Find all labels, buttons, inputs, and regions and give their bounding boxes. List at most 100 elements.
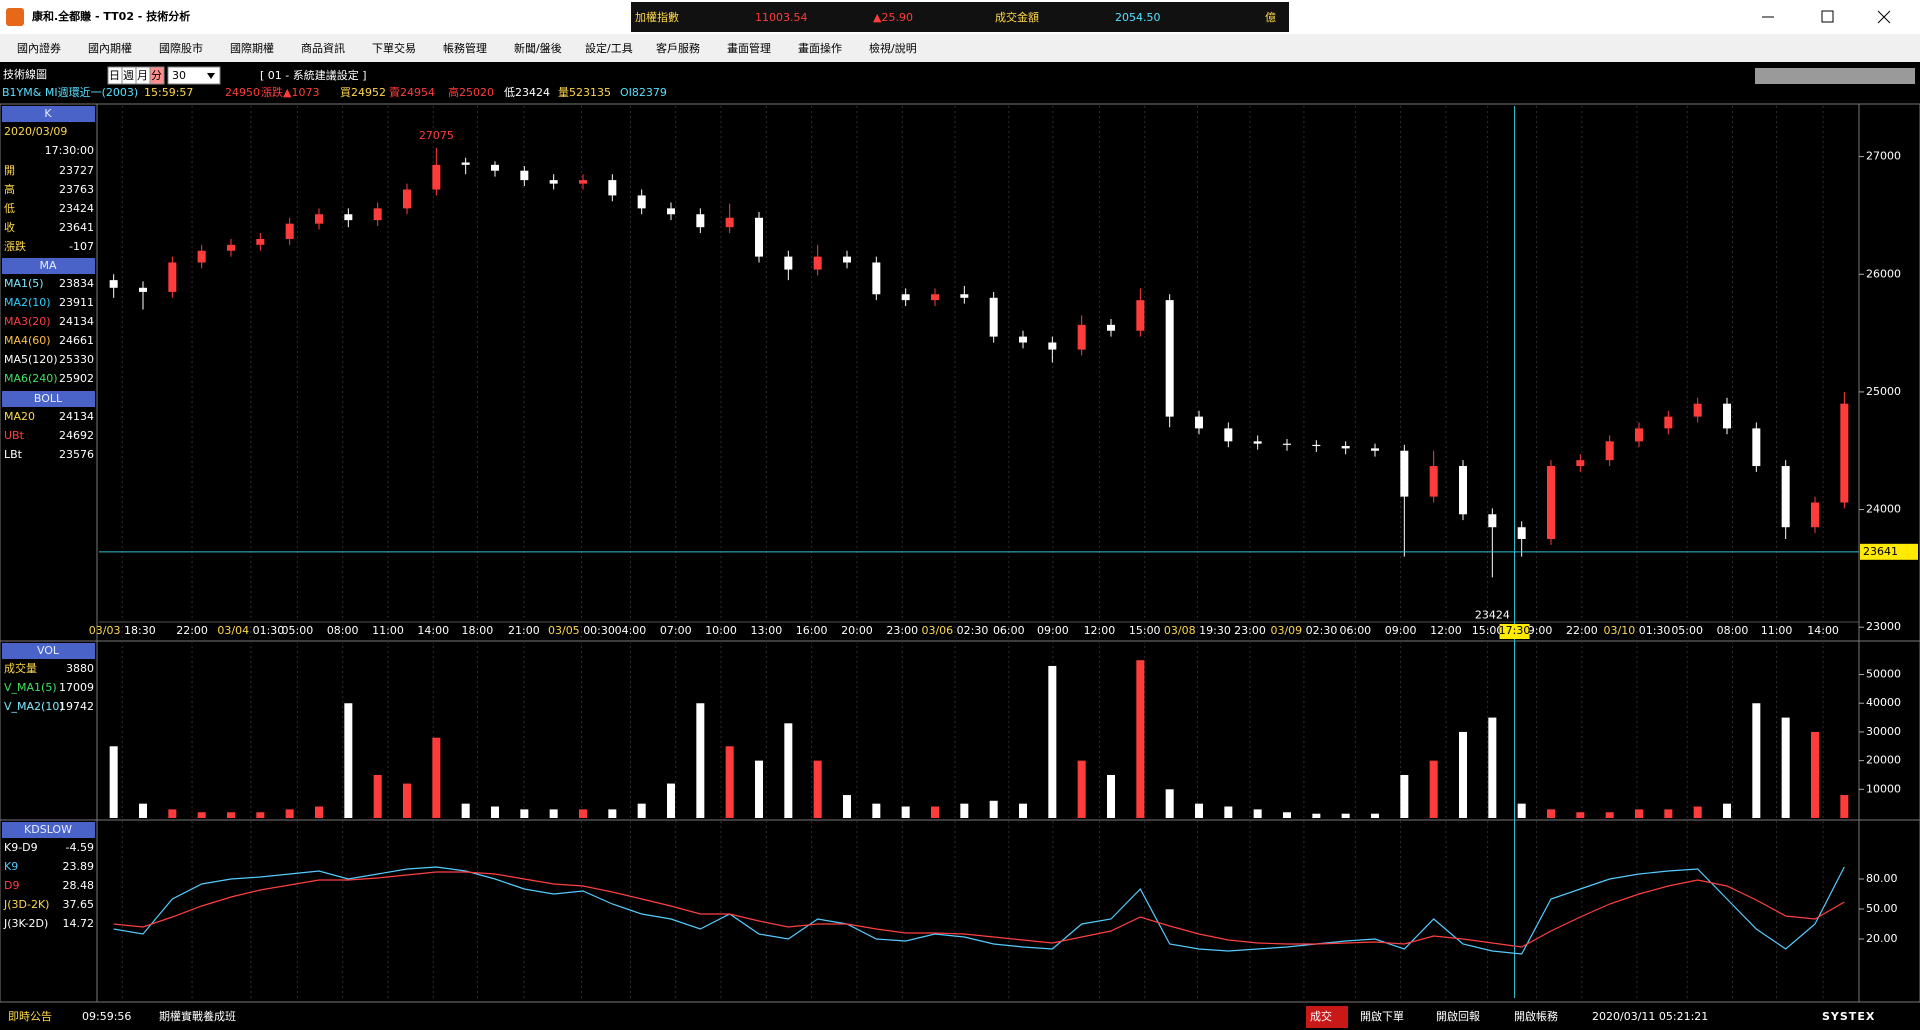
time-label: 22:00 [1566, 624, 1598, 637]
menu-item[interactable]: 國際期權 [230, 42, 274, 55]
indicator-value: 23576 [59, 448, 94, 461]
menu-item[interactable]: 國際股市 [159, 41, 203, 55]
volume-bar [256, 812, 265, 818]
time-label: 12:00 [1084, 624, 1116, 637]
candle-body [667, 208, 675, 215]
time-label-time: 00:30 [583, 624, 615, 637]
maximize-button[interactable] [1821, 10, 1834, 23]
quote-info: 低23424 [504, 86, 550, 99]
candle-body [843, 256, 851, 263]
status-bar [0, 1004, 1920, 1030]
indicator-value: 24134 [59, 315, 94, 328]
time-label: 15:00 [1129, 624, 1161, 637]
candle-body [256, 238, 265, 245]
menu-item[interactable]: 畫面管理 [727, 41, 771, 55]
time-label: 23:00 [1234, 624, 1266, 637]
menu-item[interactable]: 國內證券 [17, 41, 61, 55]
candle-body [1312, 444, 1321, 447]
menu-item[interactable]: 客戶服務 [656, 41, 700, 55]
menu-item[interactable]: 畫面操作 [798, 41, 842, 55]
time-label-date: 03/05 [548, 624, 580, 637]
panel-header-text: BOLL [34, 392, 63, 405]
menu-item[interactable]: 下單交易 [372, 41, 416, 55]
status-button[interactable]: 成交 [1310, 1009, 1332, 1023]
status-button[interactable]: 開啟帳務 [1514, 1009, 1558, 1023]
indicator-label: V_MA2(10) [4, 700, 64, 713]
candle-body [608, 180, 617, 196]
panel-header [2, 391, 95, 407]
quote-info: 高25020 [448, 85, 494, 99]
banner-text: 成交金額 [995, 10, 1039, 24]
menu-item[interactable]: 檢視/說明 [869, 41, 917, 55]
candle-body [813, 256, 822, 270]
indicator-label: MA6(240) [4, 372, 58, 385]
time-label-date: 03/03 [89, 624, 121, 637]
indicator-value: 28.48 [63, 879, 95, 892]
indicator-value: 25902 [59, 372, 94, 385]
volume-bar [139, 803, 147, 818]
candle-body [1723, 403, 1731, 429]
volume-bar [1107, 774, 1115, 818]
volume-bar [1576, 812, 1585, 818]
volume-bar [1517, 803, 1526, 818]
panel-header [2, 106, 95, 122]
quote-info: 15:59:57 [144, 86, 193, 99]
time-label-time: 02:30 [1306, 624, 1338, 637]
period-label: 週 [123, 69, 134, 82]
period-label: 日 [109, 69, 120, 82]
candle-body [168, 262, 177, 292]
indicator-label: D9 [4, 879, 19, 892]
menu-item[interactable]: 設定/工具 [585, 41, 633, 55]
candle-body [1488, 514, 1497, 528]
indicator-label: MA1(5) [4, 277, 44, 290]
volume-bar [608, 809, 617, 818]
brand: SYSTEX [1822, 1010, 1875, 1023]
menu-item[interactable]: 商品資訊 [301, 41, 345, 55]
indicator-label: J(3D-2K) [3, 898, 49, 911]
menu-bar [0, 34, 1920, 62]
menu-item[interactable]: 國內期權 [88, 42, 132, 55]
chart-frame [0, 103, 1920, 1003]
volume-bar [461, 803, 470, 818]
status-button[interactable]: 開啟回報 [1436, 1009, 1480, 1023]
indicator-label: V_MA1(5) [4, 681, 57, 694]
volume-bar [549, 809, 558, 818]
candle-body [901, 294, 910, 301]
indicator-value: 23.89 [63, 860, 95, 873]
menu-item[interactable]: 新聞/盤後 [514, 41, 562, 55]
time-label: 03/08 19:30 [1164, 624, 1231, 637]
close-button[interactable] [1877, 10, 1891, 24]
indicator-value: 24661 [59, 334, 94, 347]
kd-line [113, 866, 1845, 955]
banner-text: 2054.50 [1115, 11, 1161, 24]
quote-info: 量523135 [558, 86, 611, 99]
period-button[interactable] [149, 66, 165, 85]
volume-bar [1547, 809, 1555, 818]
volume-bar [1693, 806, 1702, 818]
high-label: 27075 [419, 129, 454, 142]
indicator-label: 成交量 [4, 661, 37, 675]
indicator-label: K9-D9 [4, 841, 38, 854]
volume-bar [1341, 813, 1350, 818]
time-label-date: 03/10 [1604, 624, 1636, 637]
status-button-bg [1306, 1006, 1348, 1028]
price-tick-label: 25000 [1866, 385, 1901, 398]
candle-body [960, 294, 969, 298]
candle-body [403, 189, 411, 209]
volume-bar [901, 806, 910, 818]
toolbar-icons[interactable] [1755, 68, 1915, 84]
menu-item[interactable]: 帳務管理 [443, 41, 487, 55]
candle-body [1136, 300, 1145, 331]
volume-bar [1136, 660, 1145, 818]
status-button[interactable]: 開啟下單 [1360, 1009, 1404, 1023]
interval-box[interactable] [167, 66, 221, 85]
candle-body [520, 170, 529, 181]
candle-body [1811, 502, 1819, 528]
volume-bar [1195, 803, 1203, 818]
candle-body [1371, 448, 1379, 451]
time-label: 14:00 [1807, 624, 1839, 637]
banner-text: 億 [1265, 11, 1276, 24]
volume-bar [227, 812, 235, 818]
candle-body [637, 195, 646, 209]
price-tick-label: 24000 [1866, 503, 1901, 516]
